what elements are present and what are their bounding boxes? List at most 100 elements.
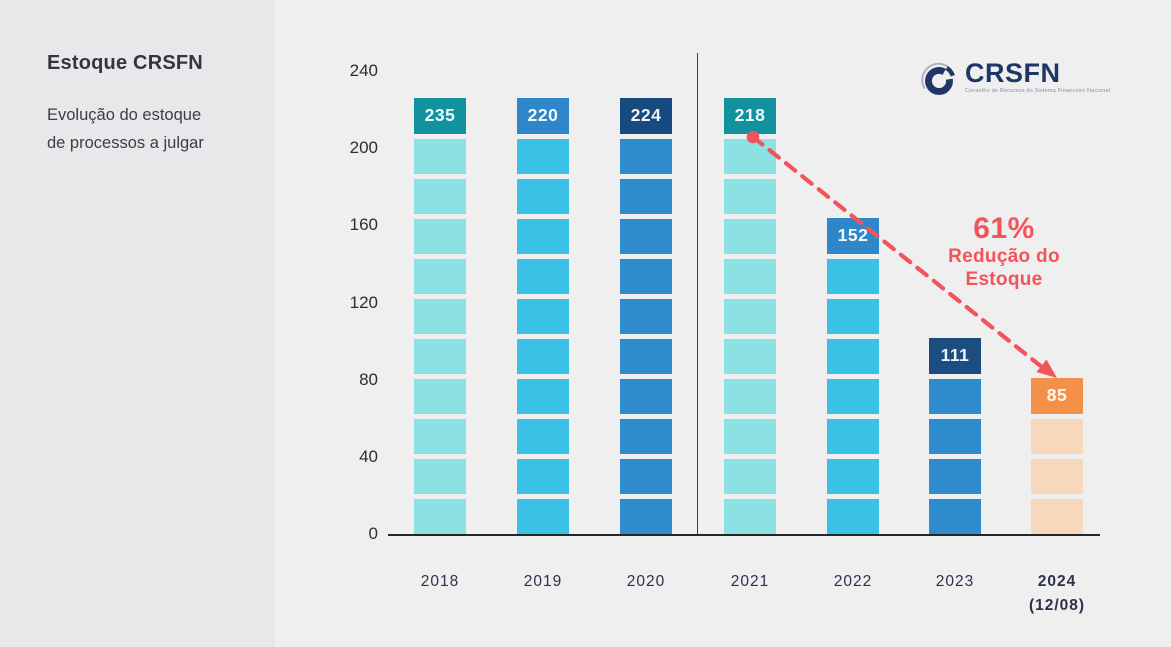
left-panel: Estoque CRSFN Evolução do estoque de pro…: [0, 0, 275, 647]
bar-block: [724, 298, 776, 334]
bar-value-chip-2018: 235: [414, 97, 466, 134]
reduction-label-line-2: Estoque: [965, 269, 1043, 290]
bar-block: [414, 418, 466, 454]
x-label-2018: 2018: [385, 570, 495, 594]
bar-block: [929, 498, 981, 534]
bar-block: [620, 338, 672, 374]
bar-block: [827, 418, 879, 454]
bar-block: [724, 498, 776, 534]
bar-block: [929, 378, 981, 414]
bar-block: [1031, 418, 1083, 454]
bar-block: [414, 338, 466, 374]
x-label-2024: 2024 (12/08): [1002, 570, 1112, 618]
y-tick-0: 0: [368, 524, 378, 543]
bar-value-chip-2021: 218: [724, 97, 776, 134]
bar-2021: 218: [724, 97, 776, 534]
x-label-year: 2019: [523, 573, 563, 590]
logo-tagline: Conselho de Recursos do Sistema Financei…: [965, 88, 1111, 94]
logo-wordmark: CRSFN: [965, 58, 1061, 88]
bar-block: [724, 178, 776, 214]
bar-block: [517, 418, 569, 454]
x-label-year: 2020: [626, 573, 666, 590]
x-label-2022: 2022: [798, 570, 908, 594]
bar-block: [414, 458, 466, 494]
page-title: Estoque CRSFN: [47, 52, 203, 74]
period-divider-line: [696, 53, 698, 534]
bar-block: [620, 178, 672, 214]
bar-block: [827, 498, 879, 534]
subtitle-line-1: Evolução do estoque: [47, 106, 202, 124]
page-subtitle: Evolução do estoque de processos a julga…: [47, 101, 275, 157]
bar-block: [724, 378, 776, 414]
bar-block: [827, 378, 879, 414]
y-tick-80: 80: [359, 369, 378, 389]
bar-block: [724, 418, 776, 454]
bar-block: [1031, 458, 1083, 494]
x-label-year: 2022: [833, 573, 873, 590]
bar-block: [414, 378, 466, 414]
bar-block: [517, 378, 569, 414]
bar-value-chip-2020: 224: [620, 97, 672, 134]
bar-block: [517, 458, 569, 494]
reduction-percent: 61%: [973, 212, 1035, 245]
y-tick-200: 200: [349, 138, 378, 158]
bar-block: [517, 338, 569, 374]
bar-block: [517, 218, 569, 254]
bar-block: [724, 218, 776, 254]
bar-block: [620, 498, 672, 534]
bar-block: [724, 258, 776, 294]
bar-value-chip-2024: 85: [1031, 377, 1083, 414]
bar-block: [517, 498, 569, 534]
bar-block: [827, 298, 879, 334]
bar-block: [929, 458, 981, 494]
subtitle-line-2: de processos a julgar: [47, 134, 204, 152]
bar-block: [724, 458, 776, 494]
x-label-year: 2018: [420, 573, 460, 590]
x-label-2020: 2020: [591, 570, 701, 594]
bar-value-chip-2023: 111: [929, 337, 981, 374]
bar-block: [1031, 498, 1083, 534]
bar-2024: 85: [1031, 377, 1083, 534]
bar-2019: 220: [517, 97, 569, 534]
bar-block: [620, 258, 672, 294]
bar-2023: 111: [929, 337, 981, 534]
y-tick-40: 40: [359, 446, 378, 466]
bar-value-chip-2022: 152: [827, 217, 879, 254]
bar-block: [620, 138, 672, 174]
bar-block: [620, 458, 672, 494]
bar-block: [414, 218, 466, 254]
x-label-2019: 2019: [488, 570, 598, 594]
bar-block: [620, 378, 672, 414]
bar-block: [517, 298, 569, 334]
crsfn-logo-icon: [921, 62, 955, 95]
bar-block: [414, 178, 466, 214]
reduction-callout: 61% Redução do Estoque: [920, 213, 1088, 291]
bar-block: [620, 418, 672, 454]
bar-block: [620, 218, 672, 254]
reduction-label-line-1: Redução do: [948, 246, 1060, 267]
y-tick-160: 160: [349, 215, 378, 235]
bar-block: [724, 138, 776, 174]
bar-block: [414, 258, 466, 294]
bar-2022: 152: [827, 217, 879, 534]
x-label-2021: 2021: [695, 570, 805, 594]
bar-block: [517, 178, 569, 214]
bar-block: [414, 298, 466, 334]
bar-block: [517, 258, 569, 294]
y-tick-240: 240: [349, 61, 378, 80]
x-label-year: 2024: [1037, 573, 1077, 590]
bar-block: [929, 418, 981, 454]
y-tick-120: 120: [349, 292, 378, 312]
x-label-date: (12/08): [1028, 597, 1086, 614]
x-axis-line: [388, 533, 1100, 536]
x-label-year: 2023: [935, 573, 975, 590]
bar-block: [827, 338, 879, 374]
bar-block: [724, 338, 776, 374]
x-label-year: 2021: [730, 573, 770, 590]
bar-2018: 235: [414, 97, 466, 534]
bar-block: [827, 258, 879, 294]
bar-2020: 224: [620, 97, 672, 534]
bar-block: [620, 298, 672, 334]
bar-value-chip-2019: 220: [517, 97, 569, 134]
